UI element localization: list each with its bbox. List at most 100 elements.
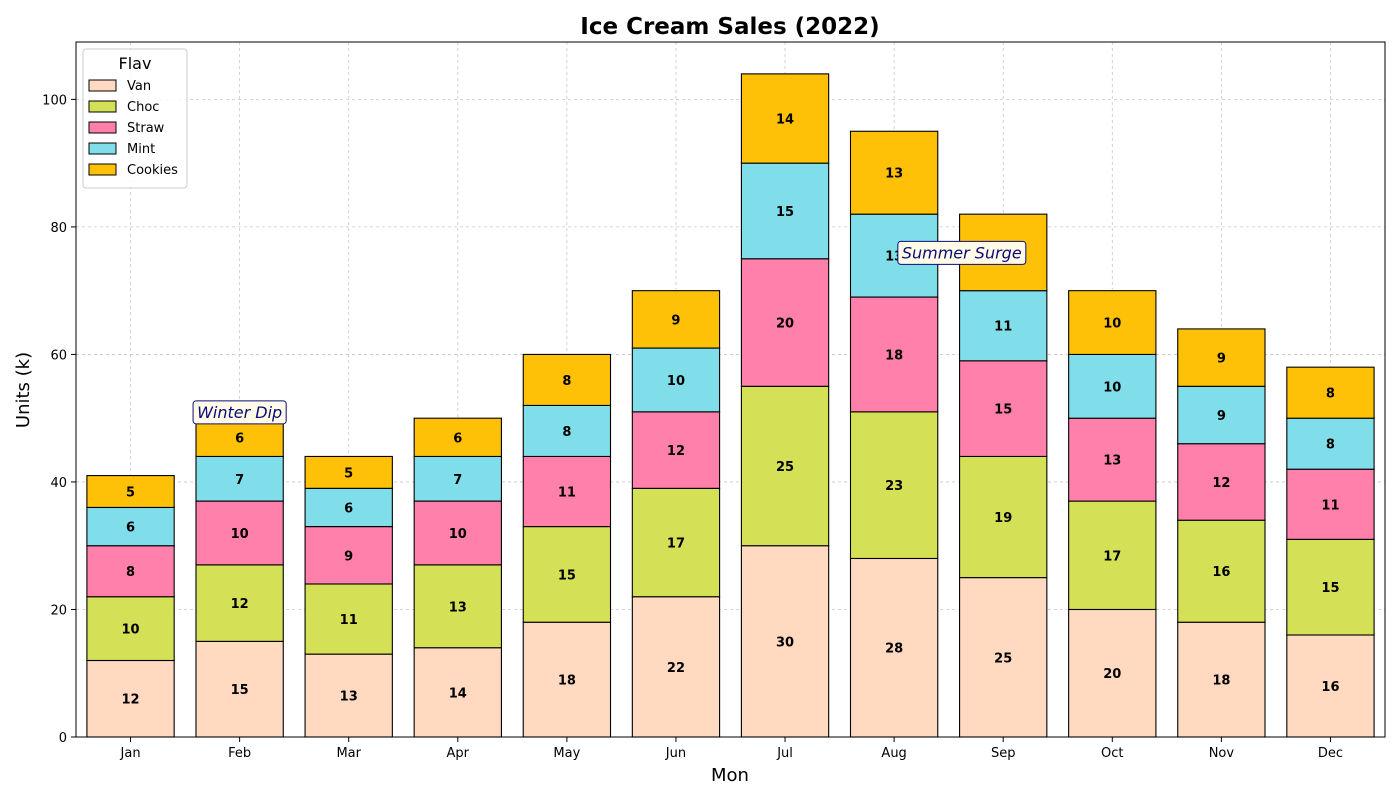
bar-segment — [1177, 385, 1266, 445]
legend: Flav Van Choc Straw Mint Cookies — [82, 48, 188, 189]
y-tick-label: 40 — [50, 476, 67, 491]
bar-segment — [304, 455, 393, 489]
bar-segment — [304, 653, 393, 738]
bar-value-label: 10 — [121, 623, 139, 638]
bar-segment — [413, 647, 502, 738]
bar-value-label: 8 — [562, 425, 571, 440]
x-tick-label: May — [553, 746, 580, 761]
x-tick-label: Dec — [1318, 746, 1343, 761]
bar-segment — [413, 564, 502, 649]
bar-segment — [522, 455, 612, 528]
bar-segment — [959, 360, 1048, 457]
bar-value-label: 10 — [231, 527, 249, 542]
bar-segment — [1068, 417, 1157, 502]
legend-swatch — [88, 100, 117, 113]
bar-segment — [1177, 328, 1266, 387]
bar-value-label: 25 — [994, 651, 1012, 666]
bar-value-label: 18 — [885, 348, 903, 363]
bar-segment — [1286, 468, 1375, 540]
bar-value-label: 12 — [121, 693, 139, 708]
legend-swatch — [88, 121, 117, 134]
bar-value-label: 23 — [885, 479, 903, 494]
bar-segment — [1177, 519, 1266, 623]
y-tick-label: 100 — [42, 93, 67, 108]
bar-value-label: 14 — [449, 686, 467, 701]
bar-value-label: 5 — [344, 466, 353, 481]
legend-swatch — [88, 79, 117, 92]
bar-value-label: 15 — [776, 205, 794, 220]
bar-segment — [304, 526, 393, 585]
bar-segment — [86, 545, 175, 598]
legend-label: Van — [127, 79, 151, 94]
x-axis-label: Mon — [711, 765, 749, 786]
bar-segment — [1177, 443, 1266, 521]
bar-segment — [522, 526, 612, 623]
bar-value-label: 28 — [885, 642, 903, 657]
x-tick-label: Apr — [447, 746, 470, 761]
bar-segment — [1068, 353, 1157, 419]
bar-value-label: 14 — [776, 113, 794, 128]
x-tick-label: Feb — [228, 746, 251, 761]
bar-value-label: 20 — [1103, 667, 1121, 682]
bar-value-label: 15 — [558, 568, 576, 583]
bar-value-label: 6 — [344, 501, 353, 516]
bar-value-label: 6 — [235, 431, 244, 446]
bar-value-label: 19 — [994, 511, 1012, 526]
bar-value-label: 17 — [667, 537, 685, 552]
bar-segment — [522, 353, 612, 406]
bar-value-label: 10 — [1103, 317, 1121, 332]
bar-value-label: 13 — [1103, 454, 1121, 469]
legend-label: Choc — [127, 100, 159, 115]
bar-value-label: 8 — [1326, 438, 1335, 453]
plot-frame — [75, 41, 1386, 738]
bar-value-label: 8 — [126, 565, 135, 580]
y-tick-label: 20 — [50, 603, 67, 618]
bar-segment — [1177, 621, 1266, 738]
bar-segment — [522, 621, 612, 738]
y-tick-label: 80 — [50, 221, 67, 236]
x-tick-label: Oct — [1101, 746, 1123, 761]
bar-segment — [849, 296, 939, 413]
bar-segment — [1068, 608, 1157, 738]
bar-segment — [195, 564, 284, 642]
bar-value-label: 9 — [1217, 409, 1226, 424]
annotations: Winter Dip Summer Surge — [192, 240, 1027, 425]
bar-segment — [1286, 417, 1375, 470]
bar-segment — [413, 417, 502, 457]
y-axis-label: Units (k) — [13, 352, 34, 428]
bar-segment — [740, 162, 830, 260]
bar-value-label: 16 — [1321, 680, 1339, 695]
legend-swatch — [88, 142, 117, 155]
bar-segment — [86, 596, 175, 662]
bar-segment — [959, 290, 1048, 362]
bar-value-label: 9 — [671, 313, 680, 328]
chart-title: Ice Cream Sales (2022) — [580, 14, 879, 40]
annotation-text: Summer Surge — [902, 243, 1022, 262]
bar-segment — [86, 506, 175, 547]
bar-segment — [631, 487, 721, 598]
y-tick-label: 60 — [50, 348, 67, 363]
bar-segment — [631, 411, 721, 489]
annotation-text: Winter Dip — [197, 403, 282, 422]
legend-swatch — [88, 163, 117, 176]
bar-segment — [1286, 366, 1375, 419]
bar-value-label: 10 — [449, 527, 467, 542]
annotation-box — [192, 400, 287, 425]
axes: 0 20 40 60 80 100 Jan Feb Mar Apr May Jun Jul Aug Sep O… — [42, 41, 1386, 761]
bar-value-label: 17 — [1103, 549, 1121, 564]
bar-segment — [740, 385, 830, 547]
x-tick-label: Jul — [776, 746, 793, 761]
legend-title: Flav — [119, 54, 152, 73]
bar-value-label: 10 — [667, 374, 685, 389]
bar-value-label: 16 — [1212, 565, 1230, 580]
bar-segment — [1286, 538, 1375, 636]
bar-value-label: 11 — [1321, 498, 1339, 513]
bar-value-label: 20 — [776, 317, 794, 332]
bar-segment — [195, 417, 284, 457]
bar-value-label: 9 — [1217, 352, 1226, 367]
legend-label: Cookies — [127, 163, 178, 178]
x-tick-label: Mar — [336, 746, 361, 761]
bar-segment — [631, 290, 721, 349]
bar-value-label: 12 — [667, 444, 685, 459]
